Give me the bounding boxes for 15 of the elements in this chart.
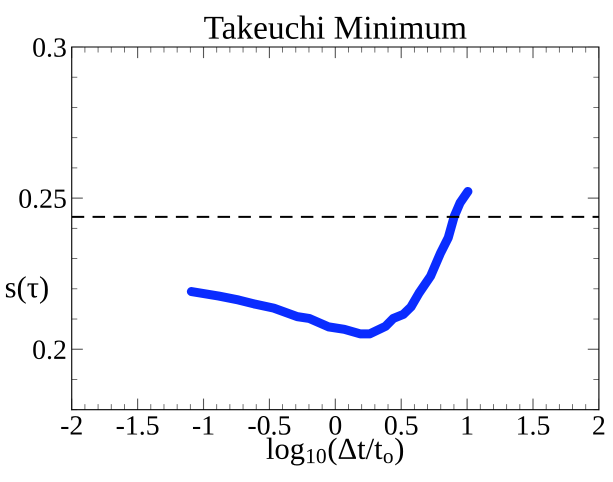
- y-axis-title: s(τ): [6, 276, 48, 304]
- chart-title: Takeuchi Minimum: [204, 16, 466, 39]
- x-tick-label: -1: [192, 416, 214, 435]
- x-tick-label: 2: [593, 416, 604, 435]
- x-tick-label: 1: [462, 416, 472, 435]
- x-tick-label: -0.5: [248, 416, 290, 435]
- y-tick-label: 0.2: [33, 340, 66, 360]
- x-tick-label: 0.5: [384, 416, 418, 435]
- x-tick-label: 1.5: [518, 416, 550, 435]
- x-axis-title: log$_{10}$(Δt/t$_{o}$): [266, 438, 404, 466]
- x-tick-label: -2: [61, 416, 82, 435]
- y-tick-label: 0.25: [19, 189, 66, 208]
- x-tick-label: 0: [329, 416, 342, 435]
- x-tick-label: -1.5: [116, 416, 159, 435]
- y-tick-label: 0.3: [33, 38, 66, 58]
